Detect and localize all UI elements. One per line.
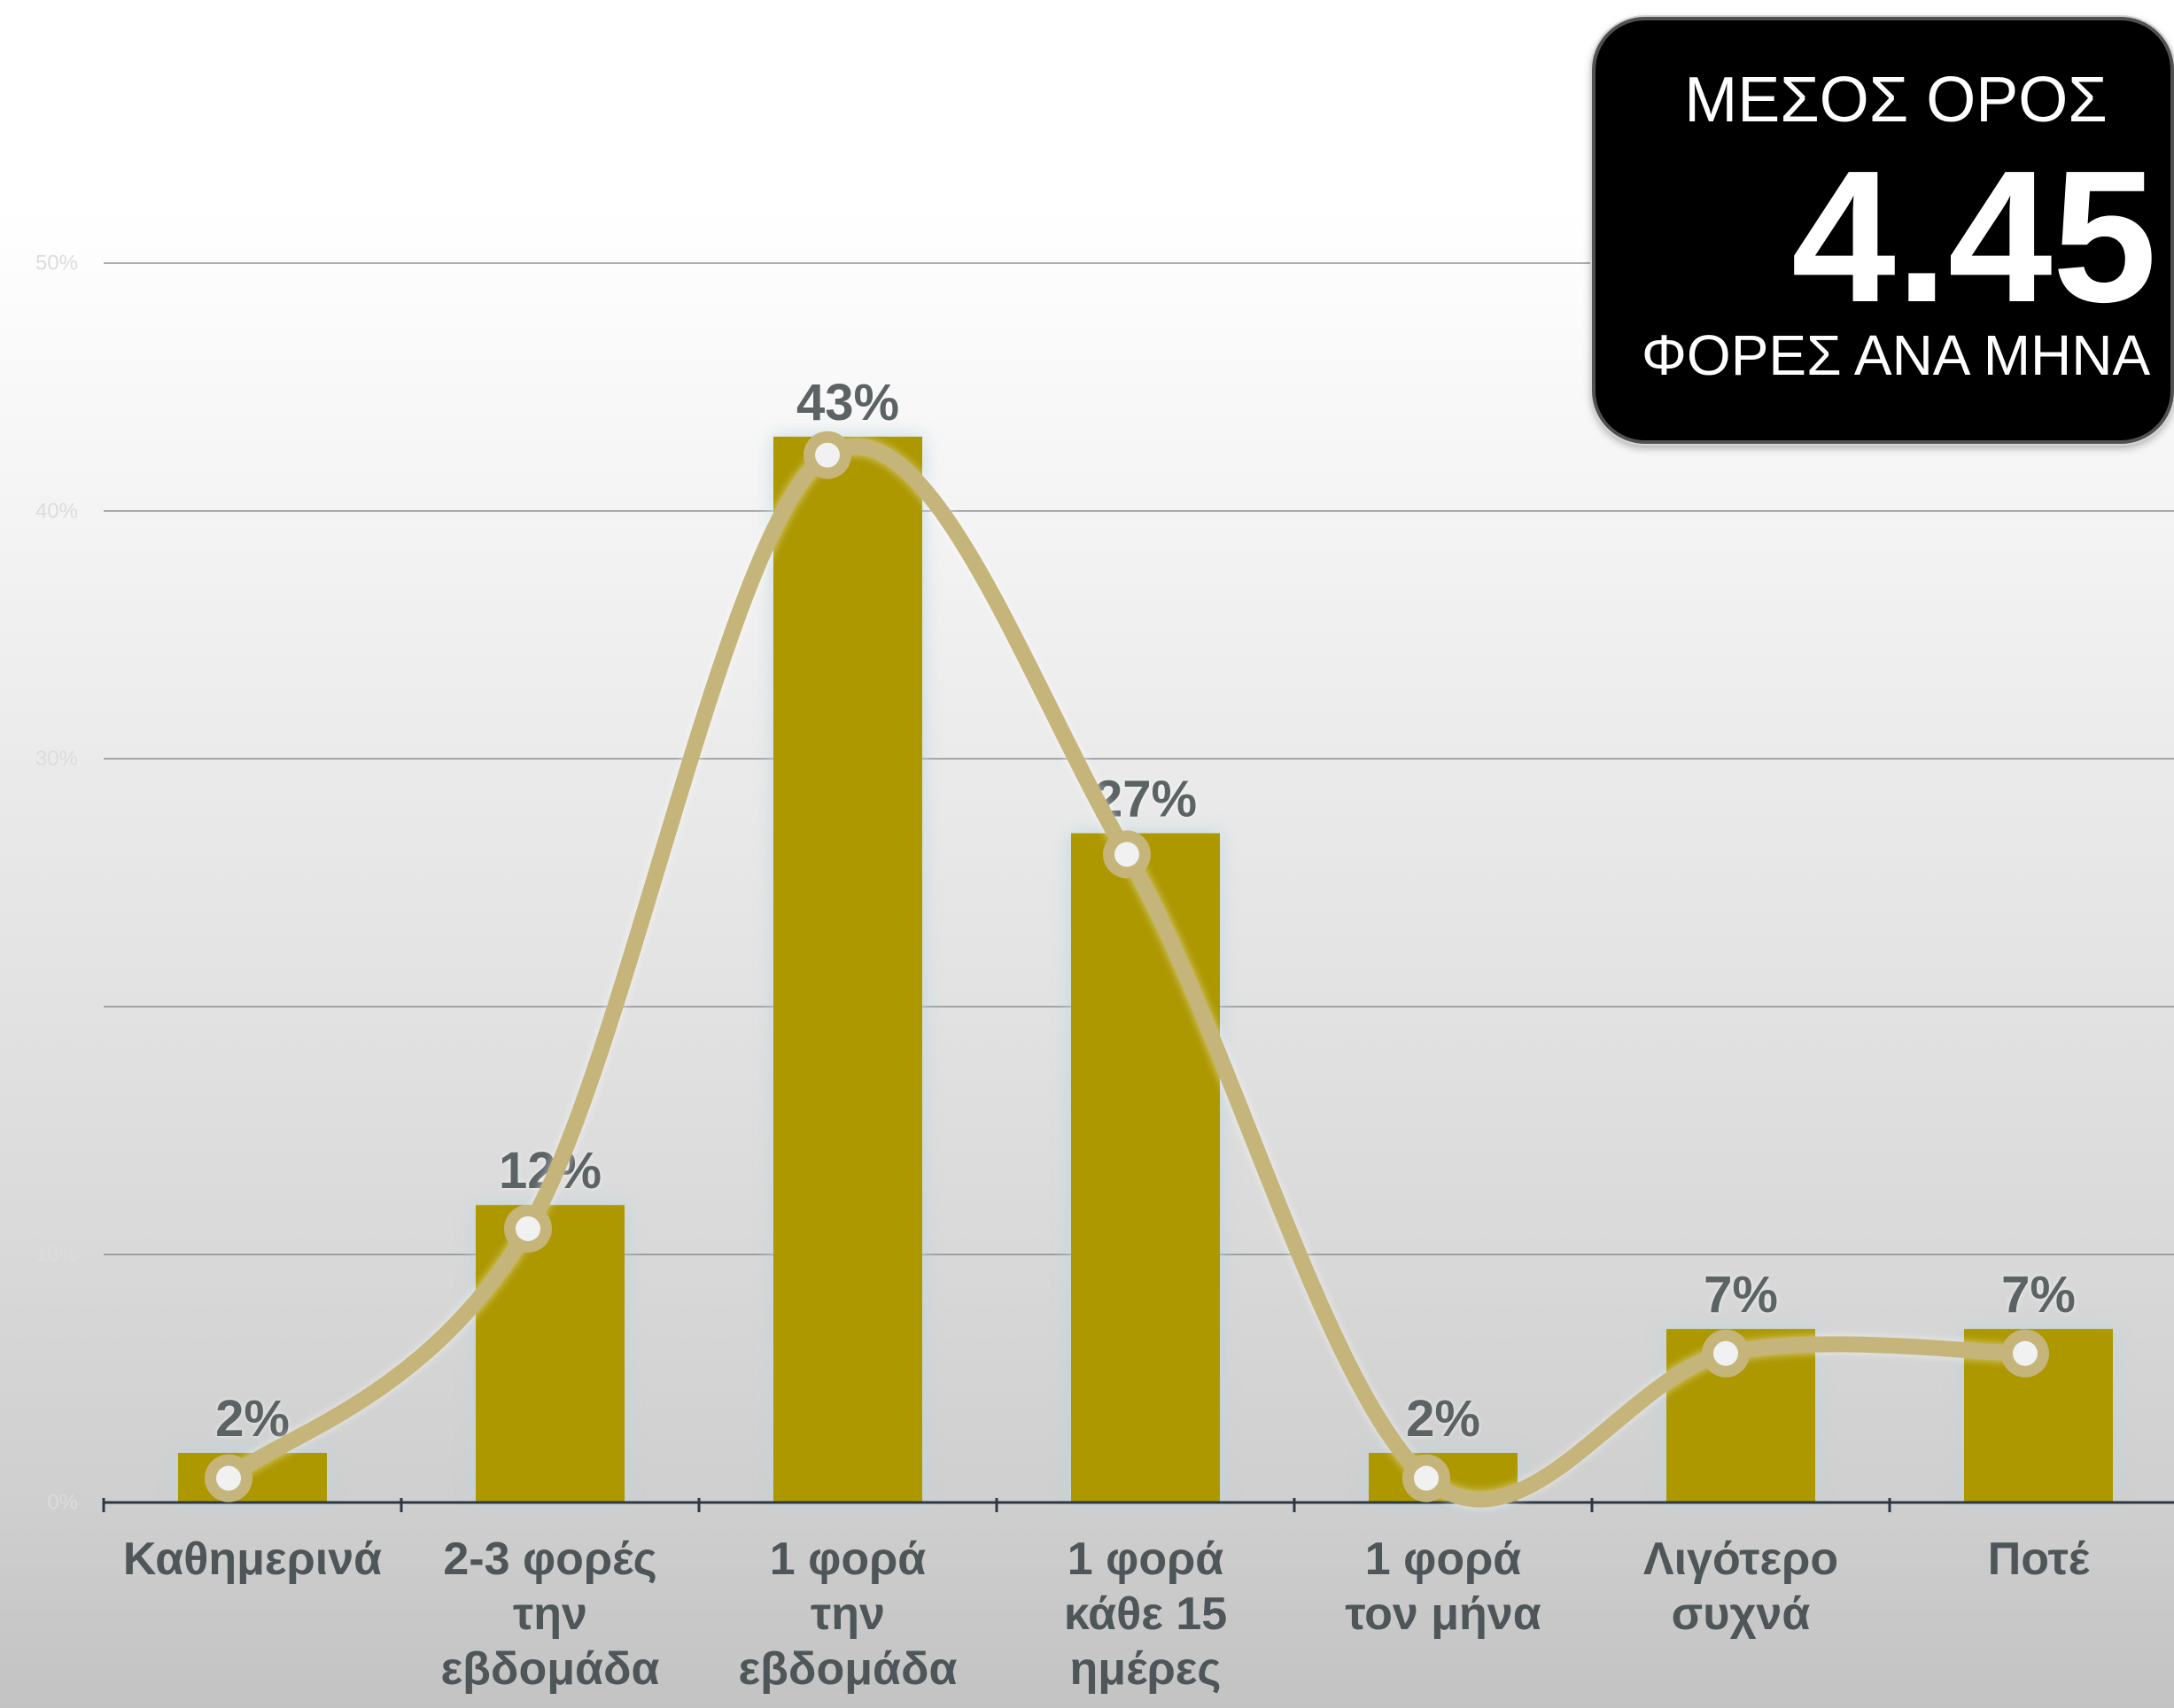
x-axis-label-6: Λιγότερο συχνά: [1642, 1533, 1839, 1640]
data-label-5: 2%: [1406, 1390, 1480, 1448]
bar-2: [476, 1205, 625, 1502]
average-title: ΜΕΣΟΣ ΟΡΟΣ: [1684, 65, 2108, 136]
gridlines: [104, 262, 2174, 1255]
data-label-1: 2%: [215, 1390, 290, 1448]
y-tick-label-40: 40%: [35, 499, 78, 523]
trend-line: [221, 439, 2033, 1508]
data-label-6: 7%: [1704, 1266, 1778, 1324]
bar-4: [1071, 833, 1220, 1502]
y-tick-label-0: 0%: [47, 1491, 78, 1515]
y-axis-tick-labels: 0% 10% 30% 40% 50%: [35, 252, 78, 1515]
line-marker-center: [2013, 1340, 2038, 1366]
line-marker-center: [1713, 1340, 1738, 1366]
x-axis-label-2: 2-3 φορές την εβδομάδα: [440, 1533, 660, 1695]
x-axis-label-4: 1 φορά κάθε 15 ημέρες: [1063, 1533, 1228, 1695]
line-marker-center: [1114, 842, 1139, 867]
line-marker-3: [804, 431, 851, 479]
x-axis-label-1: Καθημερινά: [122, 1533, 383, 1585]
line-marker-center: [1414, 1465, 1439, 1491]
y-tick-label-30: 30%: [35, 747, 78, 771]
data-label-7: 7%: [2001, 1266, 2076, 1324]
average-summary-box: ΜΕΣΟΣ ΟΡΟΣ 4.45 ΦΟΡΕΣ ΑΝΑ ΜΗΝΑ: [1592, 17, 2174, 444]
y-tick-label-50: 50%: [35, 252, 78, 276]
data-labels: 2%12%43%27%2%7% 7%: [215, 374, 2076, 1448]
average-value: 4.45: [1791, 131, 2157, 341]
line-marker-4: [1103, 830, 1151, 879]
line-marker-center: [815, 442, 840, 468]
line-marker-2: [504, 1204, 552, 1253]
average-unit: ΦΟΡΕΣ ΑΝΑ ΜΗΝΑ: [1641, 323, 2151, 387]
line-marker-1: [205, 1454, 252, 1502]
line-marker-5: [1402, 1454, 1450, 1502]
x-axis-label-5: 1 φορά τον μήνα: [1345, 1533, 1541, 1640]
line-marker-6: [1702, 1329, 1750, 1378]
line-marker-center: [516, 1215, 540, 1241]
data-label-3: 43%: [796, 374, 899, 431]
x-axis-label-7: Ποτέ: [1987, 1533, 2090, 1585]
x-axis-label-3: 1 φορά την εβδομάδα: [738, 1533, 958, 1695]
line-marker-center: [216, 1465, 241, 1491]
x-axis: [102, 1498, 2174, 1512]
bar-3: [773, 436, 922, 1502]
trend-line-group: [205, 431, 2049, 1508]
bars: [178, 436, 2113, 1502]
line-marker-7: [2001, 1329, 2049, 1378]
y-tick-label-10: 10%: [35, 1243, 78, 1267]
